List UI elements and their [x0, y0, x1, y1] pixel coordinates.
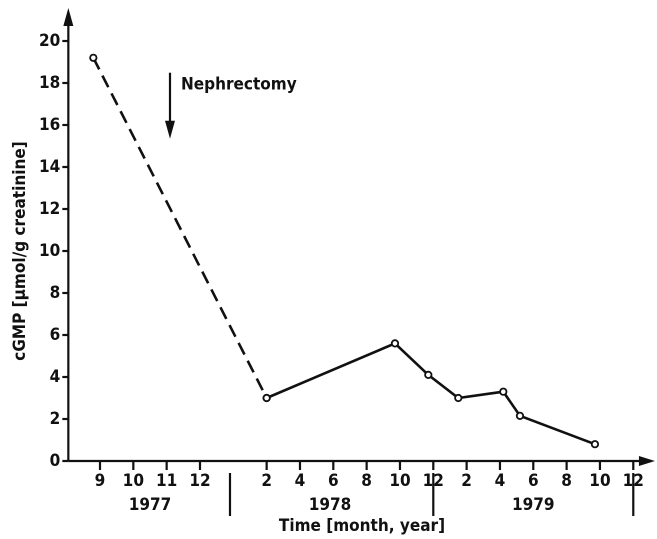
y-tick-label: 6 — [50, 325, 61, 345]
annotation-arrow-head — [164, 120, 175, 139]
x-tick-label: 2 — [461, 471, 472, 491]
marker — [89, 53, 98, 62]
x-tick-label: 4 — [295, 471, 306, 491]
marker — [590, 440, 600, 449]
line — [266, 341, 596, 446]
y-tick-label: 12 — [39, 199, 60, 219]
x-tick-label: 6 — [528, 471, 539, 491]
x-tick-label: 10 — [589, 471, 610, 491]
y-tick-label: 10 — [39, 241, 60, 261]
y-tick-label: 8 — [50, 283, 61, 303]
year-label: 1977 — [129, 495, 172, 515]
marker — [390, 339, 400, 348]
x-tick-label: 11 — [156, 471, 177, 491]
y-tick-label: 16 — [39, 115, 60, 135]
x-axis-label: Time [month, year] — [279, 516, 445, 536]
marker — [454, 393, 463, 403]
x-tick-label: 4 — [495, 471, 506, 491]
y-tick-label: 2 — [50, 409, 61, 429]
year-label: 1979 — [512, 495, 555, 515]
x-tick-label: 8 — [561, 471, 572, 491]
x-tick-label: 8 — [361, 471, 372, 491]
y-axis-label: cGMP [µmol/g creatinine] — [10, 141, 30, 360]
marker — [262, 393, 271, 403]
year-label: 1978 — [309, 495, 352, 515]
x-tick-label: 9 — [95, 471, 106, 491]
y-tick-label: 20 — [39, 31, 60, 51]
line — [92, 57, 268, 399]
x-tick-label: 10 — [123, 471, 144, 491]
x-tick-label: 6 — [328, 471, 339, 491]
x-tick-label: 12 — [189, 471, 210, 491]
x-tick-label: 10 — [389, 471, 410, 491]
y-tick-label: 14 — [39, 157, 60, 177]
y-axis-arrow — [63, 8, 74, 26]
annotation: Nephrectomy — [181, 75, 297, 95]
y-tick-label: 0 — [50, 451, 61, 471]
y-tick-label: 18 — [39, 73, 60, 93]
y-tick-label: 4 — [50, 367, 61, 387]
marker — [515, 411, 525, 420]
x-tick-label: 2 — [261, 471, 272, 491]
marker — [424, 370, 433, 379]
marker — [499, 387, 508, 396]
x-axis-arrow — [638, 456, 655, 466]
